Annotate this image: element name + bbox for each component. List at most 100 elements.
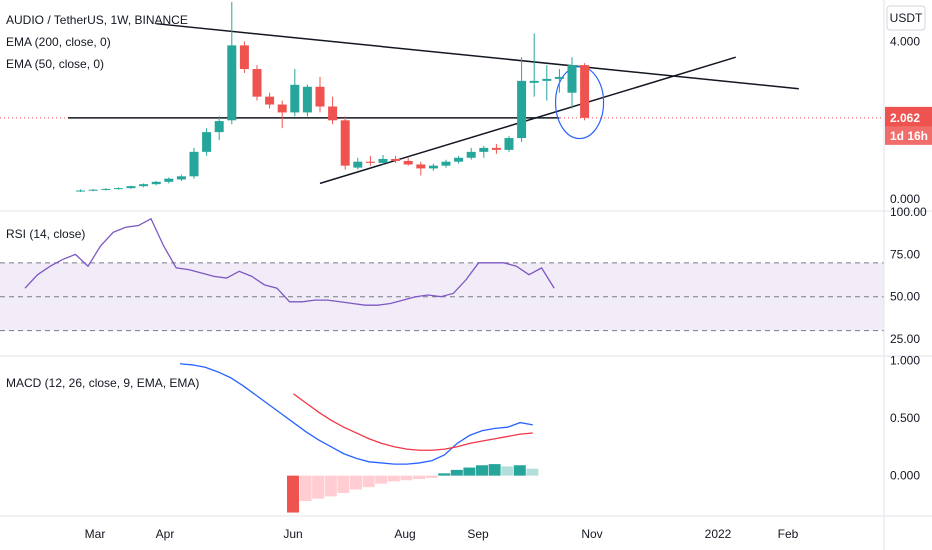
- currency-button-label: USDT: [890, 11, 923, 25]
- x-tick-label: Nov: [581, 527, 602, 541]
- candle-body: [139, 184, 149, 187]
- x-tick-label: Sep: [467, 527, 489, 541]
- macd-tick-label: 0.000: [890, 469, 920, 483]
- macd-hist-bar: [287, 475, 299, 513]
- candle-body: [365, 161, 375, 163]
- x-tick-label: 2022: [705, 527, 732, 541]
- macd-hist-bar: [350, 475, 362, 490]
- rsi-layer: [24, 217, 555, 306]
- candle-body: [151, 181, 161, 185]
- candle-body: [214, 121, 224, 133]
- macd-hist-bar: [438, 473, 451, 476]
- candle-body: [403, 160, 413, 165]
- candle-body: [340, 120, 350, 166]
- ema50-label[interactable]: EMA (50, close, 0): [6, 57, 104, 71]
- ema200-label[interactable]: EMA (200, close, 0): [6, 35, 111, 49]
- macd-hist-bar: [526, 468, 539, 476]
- macd-hist-bar: [299, 475, 312, 502]
- x-tick-label: Jun: [283, 527, 302, 541]
- candle-body: [504, 138, 514, 150]
- candle-body: [328, 106, 338, 121]
- candle-body: [554, 76, 564, 79]
- x-tick-label: Mar: [85, 527, 106, 541]
- x-tick-label: Apr: [156, 527, 175, 541]
- candle-body: [542, 78, 552, 81]
- macd-hist-bar: [387, 475, 400, 482]
- candle-body: [391, 158, 401, 161]
- tags-layer: 2.062 1d 16h: [885, 106, 932, 145]
- macd-hist-bar: [324, 475, 337, 497]
- macd-hist-bar: [501, 466, 514, 476]
- candle-body: [189, 151, 199, 177]
- rsi-tick-label: 25.00: [890, 332, 920, 346]
- candle-body: [517, 80, 527, 139]
- macd-hist-bar: [488, 464, 501, 476]
- x-tick-label: Feb: [778, 527, 799, 541]
- price-tag-value-bg: [885, 106, 932, 127]
- candle-body: [239, 45, 249, 70]
- candle-body: [176, 176, 186, 180]
- rsi-tick-label: 50.00: [890, 290, 920, 304]
- price-tag-countdown: 1d 16h: [890, 129, 928, 143]
- price-tag-value: 2.062: [890, 111, 920, 125]
- candle-body: [529, 80, 539, 83]
- signal-line: [293, 393, 533, 451]
- macd-hist-bar: [463, 467, 476, 476]
- rsi-tick-label: 100.00: [890, 205, 927, 219]
- trendline-2[interactable]: [319, 56, 737, 185]
- candle-body: [466, 151, 476, 158]
- rsi-label[interactable]: RSI (14, close): [6, 227, 85, 241]
- candle-body: [491, 147, 501, 150]
- macd-tick-label: 1.000: [890, 353, 920, 367]
- candle-body: [567, 65, 577, 93]
- price-tick-label: 4.000: [890, 34, 920, 48]
- macd-label[interactable]: MACD (12, 26, close, 9, EMA, EMA): [6, 376, 199, 390]
- candle-body: [88, 189, 98, 191]
- macd-hist-bar: [425, 475, 438, 478]
- rsi-line: [24, 217, 555, 306]
- candle-body: [252, 69, 262, 97]
- macd-tick-label: 0.500: [890, 411, 920, 425]
- candle-body: [441, 161, 451, 166]
- candle-body: [164, 178, 174, 182]
- currency-button[interactable]: USDT: [886, 5, 926, 31]
- macd-hist-bar: [413, 475, 425, 480]
- candle-body: [479, 147, 489, 152]
- candle-body: [101, 188, 111, 190]
- candles-layer: [76, 2, 590, 193]
- candle-body: [113, 188, 123, 190]
- macd-hist-bar: [337, 475, 350, 493]
- candle-body: [416, 164, 426, 169]
- candle-body: [277, 104, 287, 113]
- candle-body: [353, 161, 363, 168]
- trendlines-layer: [0, 22, 884, 185]
- candle-body: [378, 158, 388, 163]
- candle-body: [315, 86, 325, 107]
- macd-hist-bar: [476, 465, 488, 476]
- macd-layer: [179, 363, 539, 513]
- macd-hist-bar: [375, 475, 388, 484]
- candle-body: [290, 84, 300, 113]
- macd-hist-bar: [450, 469, 463, 476]
- symbol-title: AUDIO / TetherUS, 1W, BINANCE: [6, 13, 188, 27]
- macd-hist-bar: [400, 475, 413, 481]
- price-tag-countdown-bg: [885, 126, 932, 145]
- macd-hist-bar: [513, 465, 526, 476]
- candle-body: [302, 86, 312, 113]
- macd-hist-bar: [362, 475, 375, 488]
- candle-body: [428, 165, 438, 169]
- candle-body: [265, 96, 275, 105]
- candle-body: [580, 65, 590, 118]
- candle-body: [227, 45, 237, 121]
- macd-hist-bar: [312, 475, 325, 499]
- candle-body: [454, 157, 464, 162]
- candle-body: [76, 190, 86, 192]
- macd-line: [179, 363, 533, 465]
- x-tick-label: Aug: [394, 527, 415, 541]
- highlight-circle: [554, 65, 605, 140]
- rsi-tick-label: 75.00: [890, 247, 920, 261]
- candle-body: [202, 132, 212, 152]
- candle-body: [126, 186, 136, 189]
- trendline-0[interactable]: [156, 22, 799, 90]
